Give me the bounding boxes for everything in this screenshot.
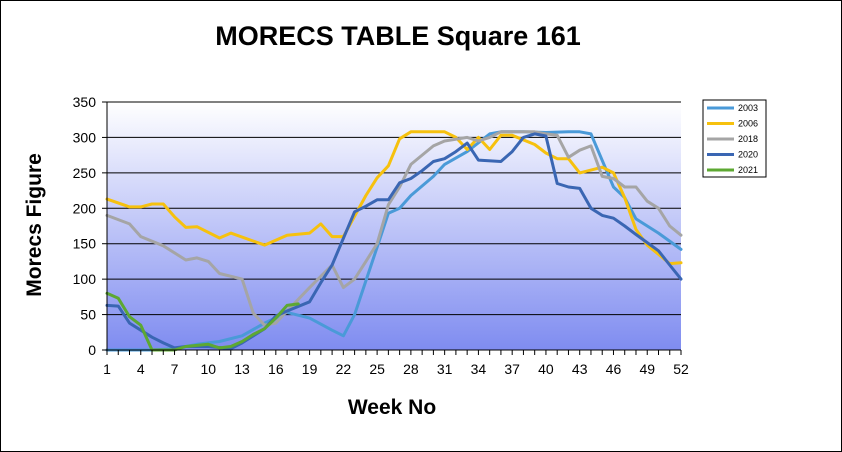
y-tick-label: 200: [73, 200, 97, 216]
x-tick-label: 37: [504, 361, 520, 377]
x-axis-title: Week No: [348, 396, 436, 419]
y-tick-label: 0: [88, 342, 96, 358]
x-tick-label: 34: [471, 361, 487, 377]
x-tick-label: 1: [103, 361, 111, 377]
x-tick-label: 49: [639, 361, 655, 377]
y-tick-label: 50: [80, 307, 96, 323]
series-line-2021: [105, 291, 300, 352]
x-tick-label: 22: [336, 361, 352, 377]
series-lines: [105, 130, 683, 352]
y-tick-label: 350: [73, 94, 97, 110]
x-tick-label: 31: [437, 361, 453, 377]
y-tick-label: 100: [73, 271, 97, 287]
x-tick-label: 13: [234, 361, 250, 377]
x-tick-label: 19: [302, 361, 318, 377]
legend-label-2020: 2020: [738, 150, 758, 160]
y-tick-label: 300: [73, 129, 97, 145]
legend: 2003 2006 2018 2020 2021: [702, 99, 767, 178]
y-axis-title: Morecs Figure: [23, 153, 46, 297]
legend-label-2006: 2006: [738, 119, 758, 129]
x-tick-label: 10: [201, 361, 217, 377]
x-tick-label: 43: [572, 361, 588, 377]
x-tick-label: 46: [606, 361, 622, 377]
legend-label-2018: 2018: [738, 134, 758, 144]
x-tick-label: 25: [369, 361, 385, 377]
x-tick-label: 4: [137, 361, 145, 377]
series-line-2006: [105, 130, 683, 266]
legend-label-2021: 2021: [738, 165, 758, 175]
series-line-2018: [105, 130, 683, 327]
x-tick-label: 40: [538, 361, 554, 377]
x-tick-label: 28: [403, 361, 419, 377]
series-line-2003: [105, 130, 683, 352]
x-tick-label: 16: [268, 361, 284, 377]
y-tick-label: 150: [73, 236, 97, 252]
legend-box: [702, 99, 767, 178]
axes: 0 50 100 150 200 250 300 350 1 4 7 10 13 16 19 22 25 28 31…: [73, 94, 689, 377]
plot-area: [107, 102, 681, 350]
x-tick-label: 52: [673, 361, 689, 377]
legend-label-2003: 2003: [738, 103, 758, 113]
x-tick-label: 7: [171, 361, 179, 377]
chart-title: MORECS TABLE Square 161: [215, 21, 581, 51]
y-tick-label: 250: [73, 165, 97, 181]
